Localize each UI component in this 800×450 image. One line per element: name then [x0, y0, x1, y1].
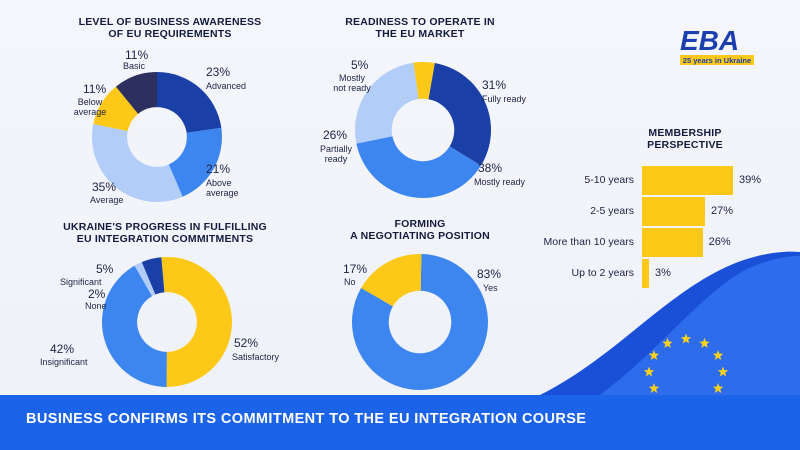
chart-2-slice-fully-value: 31%	[482, 78, 507, 92]
chart-1-slice-average-label: Average	[90, 195, 124, 205]
chart-1-title: LEVEL OF BUSINESS AWARENESS OF EU REQUIRE…	[78, 16, 262, 40]
eu-star-icon	[662, 337, 673, 348]
footer-text: BUSINESS CONFIRMS ITS COMMITMENT TO THE …	[26, 411, 587, 427]
chart-1-slice-average-value: 35%	[92, 180, 117, 194]
logo-text: EBA	[680, 25, 739, 56]
chart-2-slice-mostly-value: 38%	[478, 161, 503, 175]
eu-star-icon	[712, 383, 724, 393]
d2-slice-2	[134, 262, 156, 297]
chart-1-slice-below-label: Below average	[73, 97, 107, 117]
eu-star-icon	[717, 366, 729, 377]
chart-1-slice-advanced-label: Advanced	[206, 81, 247, 91]
chart-4-donut	[352, 254, 488, 390]
membership-value-1: 27%	[711, 205, 734, 217]
chart-3-slice-significant-label: Significant	[60, 277, 102, 287]
chart-4-slice-yes-label: Yes	[483, 283, 498, 293]
d3-slice-0	[352, 254, 488, 390]
membership-bar-2	[642, 228, 703, 257]
d0-slice-1	[168, 127, 222, 197]
d2-slice-3	[141, 257, 165, 295]
footer-banner	[0, 395, 800, 450]
chart-2-slice-notready-value: 5%	[351, 58, 369, 72]
eu-star-icon	[712, 350, 724, 360]
chart-4-slice-no-label: No	[344, 277, 356, 287]
d2-slice-1	[102, 265, 167, 387]
d2-slice-0	[161, 257, 233, 387]
chart-1-slice-above-label-text: Above average	[206, 178, 239, 198]
d0-slice-4	[115, 72, 157, 114]
chart-1-slice-below-value: 11%	[83, 82, 107, 96]
membership-bar-0	[642, 166, 733, 195]
chart-2-title: READINESS TO OPERATE IN THE EU MARKET	[345, 16, 495, 40]
d1-slice-0	[428, 63, 491, 166]
membership-category-3: Up to 2 years	[571, 267, 634, 279]
chart-2-slice-fully-label: Fully ready	[482, 94, 527, 104]
chart-4-slice-yes-value: 83%	[477, 267, 502, 281]
eu-star-icon	[699, 337, 710, 348]
d1-slice-3	[413, 62, 435, 100]
logo-tagline: 25 years in Ukraine	[683, 56, 751, 65]
chart-3-title: UKRAINE'S PROGRESS IN FULFILLING EU INTEG…	[63, 221, 267, 245]
chart-2-slice-partially-label: Partially ready	[319, 144, 352, 164]
membership-category-2: More than 10 years	[543, 236, 634, 248]
chart-1-slice-basic-label: Basic	[123, 61, 146, 71]
chart-4-title: FORMING A NEGOTIATING POSITION	[350, 218, 490, 242]
chart-4-slice-no-value: 17%	[343, 262, 368, 276]
chart-3-slice-none-label: None	[85, 301, 107, 311]
eu-star-icon	[648, 350, 660, 360]
membership-value-2: 26%	[708, 236, 731, 248]
chart-2-slice-partially-value: 26%	[323, 128, 348, 142]
eu-star-icon	[648, 383, 660, 393]
d1-slice-2	[355, 62, 419, 144]
d1-slice-1	[356, 136, 481, 198]
membership-bar-3	[642, 259, 649, 288]
chart-3-slice-satisfactory-label: Satisfactory	[232, 352, 280, 362]
chart-3-donut	[102, 257, 233, 387]
membership-bar-1	[642, 197, 705, 226]
chart-1-slice-above-value: 21%	[206, 162, 231, 176]
chart-1-slice-above-label: Above average	[206, 178, 239, 198]
chart-3-slice-insignificant-label: Insignificant	[40, 357, 88, 367]
d0-slice-2	[92, 123, 183, 202]
chart-2-slice-notready-label: Mostly not ready	[333, 73, 371, 93]
chart-2-slice-mostly-label: Mostly ready	[474, 177, 526, 187]
chart-3-slice-none-value: 2%	[88, 287, 106, 301]
chart-5-title: MEMBERSHIP PERSPECTIVE	[647, 127, 723, 151]
chart-3-slice-satisfactory-value: 52%	[234, 336, 259, 350]
eu-star-icon	[643, 366, 655, 377]
eba-logo: EBA 25 years in Ukraine	[680, 25, 754, 65]
d3-slice-1	[361, 254, 422, 307]
chart-1-donut	[92, 72, 222, 202]
membership-category-0: 5-10 years	[584, 174, 634, 186]
eu-star-icon	[680, 333, 692, 344]
d0-slice-0	[157, 72, 222, 133]
chart-2-donut	[355, 62, 491, 198]
membership-value-0: 39%	[739, 174, 762, 186]
d0-slice-3	[93, 86, 139, 131]
chart-3-slice-insignificant-value: 42%	[50, 342, 75, 356]
membership-category-1: 2-5 years	[590, 205, 634, 217]
chart-1-slice-advanced-value: 23%	[206, 65, 231, 79]
chart-3-slice-significant-value: 5%	[96, 262, 114, 276]
chart-1-slice-basic-value: 11%	[125, 48, 149, 62]
membership-value-3: 3%	[655, 267, 671, 279]
